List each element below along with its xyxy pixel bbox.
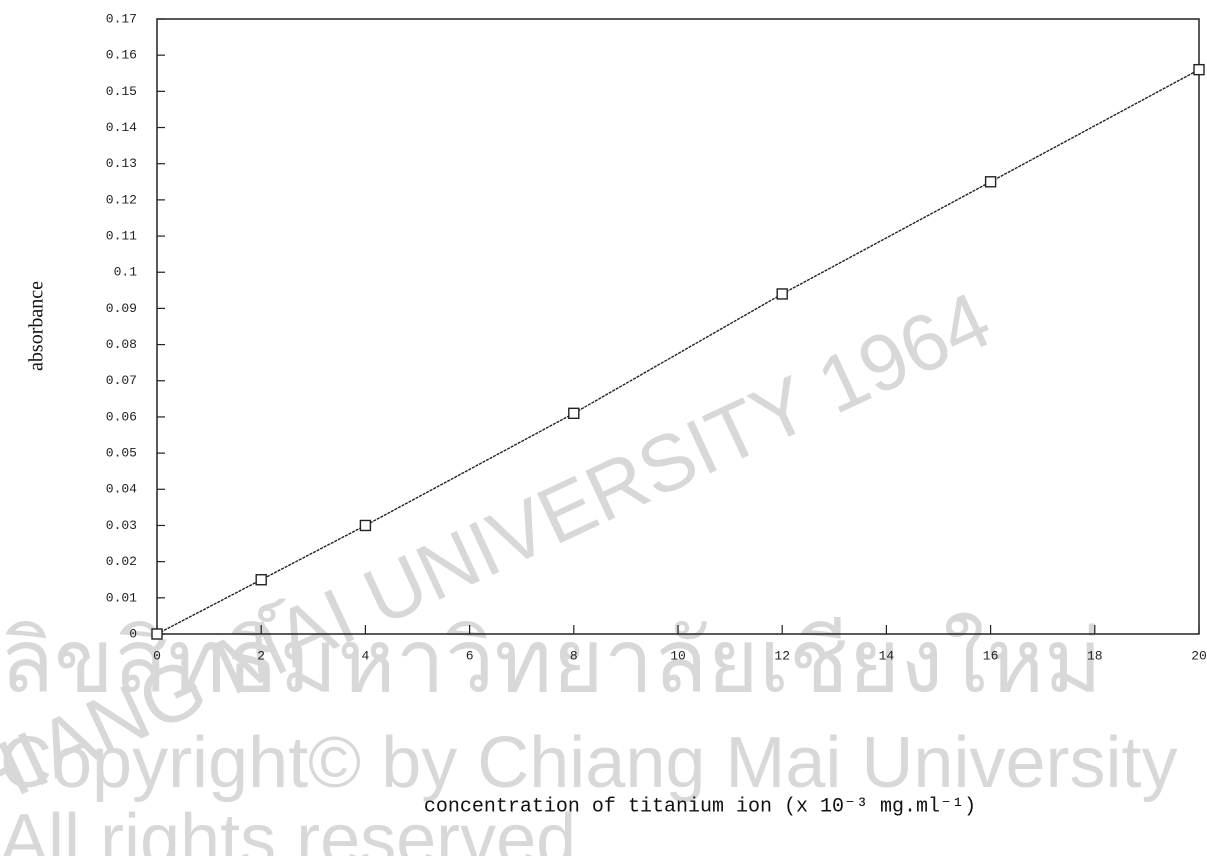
y-tick-label: 0.06: [106, 409, 137, 424]
y-tick-label: 0.03: [106, 518, 137, 533]
x-tick-label: 12: [774, 648, 790, 663]
chart: CHIANG MAI UNIVERSITY 1964 ลิขสิทธิ์มหาว…: [0, 0, 1207, 856]
data-point: [986, 177, 996, 187]
y-tick-label: 0.11: [106, 228, 137, 243]
y-tick-label: 0.09: [106, 301, 137, 316]
data-point: [256, 575, 266, 585]
x-tick-label: 2: [257, 648, 265, 663]
x-tick-label: 0: [153, 648, 161, 663]
x-tick-label: 10: [670, 648, 686, 663]
y-tick-label: 0.12: [106, 192, 137, 207]
data-point: [360, 520, 370, 530]
plot-frame: [157, 19, 1199, 634]
x-tick-label: 8: [570, 648, 578, 663]
data-point: [152, 629, 162, 639]
y-tick-label: 0.05: [106, 446, 137, 461]
x-axis-title: concentration of titanium ion (x 10⁻³ mg…: [424, 795, 976, 818]
data-point: [569, 408, 579, 418]
x-tick-label: 4: [361, 648, 369, 663]
y-tick-label: 0.07: [106, 373, 137, 388]
y-tick-label: 0.15: [106, 84, 137, 99]
y-tick-label: 0.16: [106, 48, 137, 63]
y-axis-title: absorbance: [26, 281, 48, 371]
x-tick-label: 20: [1191, 648, 1207, 663]
y-tick-label: 0.08: [106, 337, 137, 352]
watermark-thai: ลิขสิทธิ์มหาวิทยาลัยเชียงใหม่: [0, 598, 1102, 710]
data-point: [777, 289, 787, 299]
y-tick-label: 0.01: [106, 590, 137, 605]
y-tick-label: 0.02: [106, 554, 137, 569]
y-tick-label: 0.14: [106, 120, 137, 135]
data-point: [1194, 65, 1204, 75]
watermark-copyright: Copyright© by Chiang Mai University: [0, 723, 1178, 803]
y-tick-label: 0.04: [106, 482, 137, 497]
y-tick-label: 0: [129, 626, 137, 641]
y-tick-label: 0.17: [106, 11, 137, 26]
y-tick-label: 0.1: [114, 265, 138, 280]
x-tick-label: 14: [879, 648, 895, 663]
y-tick-label: 0.13: [106, 156, 137, 171]
data-line: [157, 70, 1199, 634]
x-tick-label: 18: [1087, 648, 1103, 663]
x-tick-label: 16: [983, 648, 999, 663]
x-tick-label: 6: [466, 648, 474, 663]
